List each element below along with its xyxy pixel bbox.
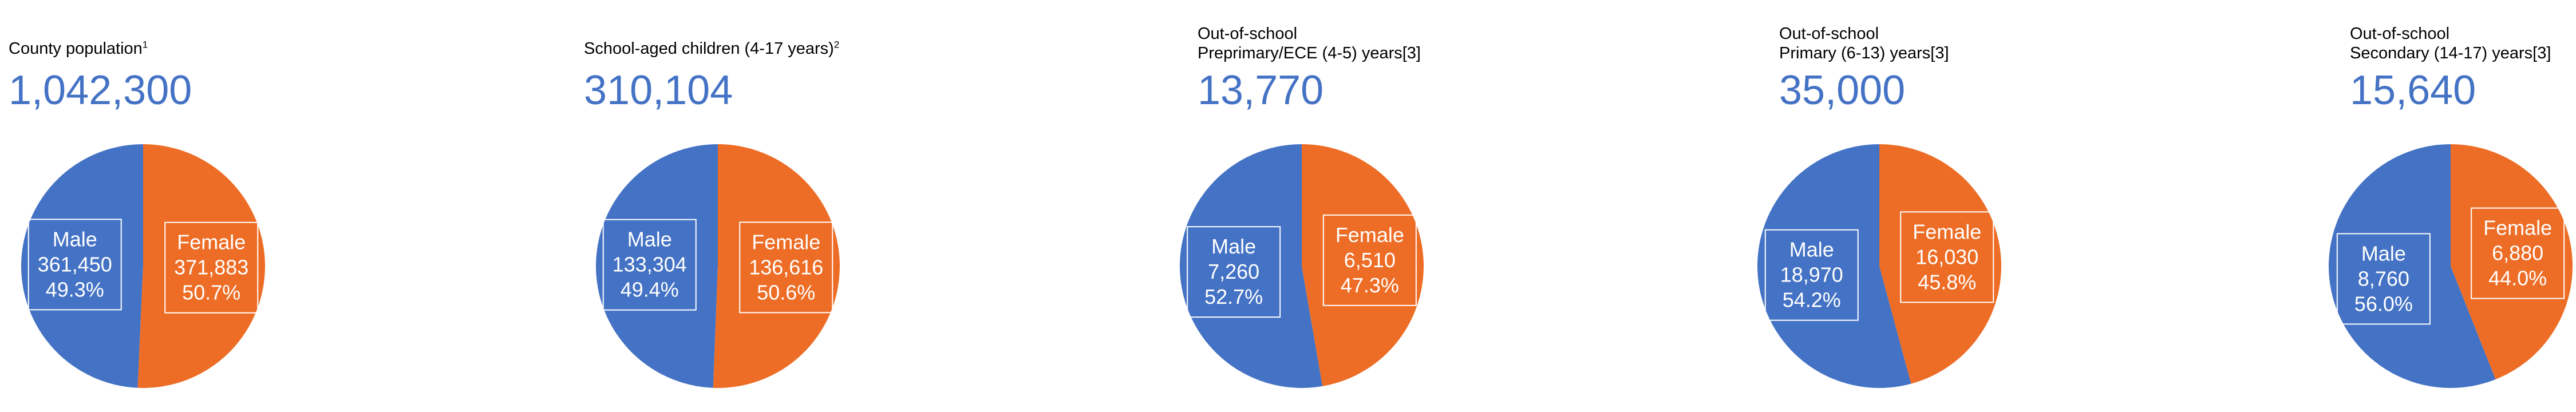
slice-label-value-label: 6,880 xyxy=(2492,241,2543,265)
chart-title: Out-of-school Preprimary/ECE (4-5) years[… xyxy=(1198,24,1421,63)
slice-label-box xyxy=(739,221,833,314)
slice-label-value-label: 7,260 xyxy=(1208,260,1259,283)
total-value: 310,104 xyxy=(584,68,733,113)
slice-label-name: Male xyxy=(2361,241,2406,265)
chart-title-line: Secondary (14-17) years[3] xyxy=(2350,44,2551,62)
slice-label-value-label: 16,030 xyxy=(1915,245,1978,268)
pie-slice-male xyxy=(21,144,143,388)
slice-label-value-label: 8,760 xyxy=(2358,267,2409,290)
slice-label-name: Female xyxy=(1913,220,1981,243)
slice-label-box xyxy=(1900,211,1994,303)
chart-title-line: Out-of-school xyxy=(1198,25,1298,43)
pie-slice-female xyxy=(2451,144,2573,379)
pie-slice-female xyxy=(137,144,266,388)
chart-title: School-aged children (4-17 years)2 xyxy=(584,39,839,58)
slice-label-name: Male xyxy=(1789,238,1834,262)
slice-label-percent: 50.7% xyxy=(182,281,240,304)
pie-slice-female xyxy=(713,144,840,388)
slice-label-box xyxy=(2336,233,2431,325)
slice-label-box xyxy=(602,219,697,311)
slice-label-value-label: 6,510 xyxy=(1344,248,1396,272)
pie-slice-male xyxy=(595,144,718,388)
total-value: 13,770 xyxy=(1198,68,1324,113)
slice-label-name: Female xyxy=(2483,216,2552,240)
slice-label-percent: 54.2% xyxy=(1783,288,1841,312)
slice-label-box xyxy=(2471,207,2565,299)
slice-label-value-label: 133,304 xyxy=(613,253,687,276)
pie-slice-male xyxy=(1757,144,1911,388)
slice-label-box xyxy=(1187,226,1281,318)
total-value: 1,042,300 xyxy=(9,68,192,113)
slice-label-name: Male xyxy=(1211,235,1256,258)
slice-label-percent: 47.3% xyxy=(1341,274,1399,297)
chart-title-line: Preprimary/ECE (4-5) years[3] xyxy=(1198,44,1421,62)
slice-label-percent: 52.7% xyxy=(1204,285,1263,308)
slice-label-value-label: 361,450 xyxy=(38,252,112,276)
chart-title-line: Out-of-school xyxy=(1779,25,1879,43)
chart-title-line: School-aged children (4-17 years)2 xyxy=(584,39,840,58)
chart-title-line: Out-of-school xyxy=(2350,25,2450,43)
total-value: 15,640 xyxy=(2350,68,2476,113)
pie-slice-female xyxy=(1879,144,2001,384)
slice-label-value-label: 136,616 xyxy=(749,255,823,279)
slice-label-name: Female xyxy=(752,230,820,253)
slice-label-name: Male xyxy=(627,228,672,251)
slice-label-value-label: 18,970 xyxy=(1780,263,1843,287)
slice-label-percent: 45.8% xyxy=(1918,270,1976,294)
pie-slice-male xyxy=(2329,144,2496,388)
slice-label-box xyxy=(1322,214,1417,306)
total-value: 35,000 xyxy=(1779,68,1906,113)
title-footnote-marker: 1 xyxy=(142,39,148,50)
slice-label-box xyxy=(164,221,259,314)
title-footnote-marker: 2 xyxy=(833,39,840,50)
chart-title-line: County population1 xyxy=(9,39,148,58)
chart-title: Out-of-school Secondary (14-17) years[3] xyxy=(2350,24,2551,63)
slice-label-value-label: 371,883 xyxy=(174,256,248,279)
slice-label-box xyxy=(1764,229,1859,321)
slice-label-percent: 49.4% xyxy=(621,278,679,302)
slice-label-percent: 50.6% xyxy=(757,280,815,304)
chart-title: County population1 xyxy=(9,39,148,58)
chart-title-line: Primary (6-13) years[3] xyxy=(1779,44,1949,62)
slice-label-percent: 56.0% xyxy=(2354,292,2413,315)
slice-label-box xyxy=(27,219,122,311)
slice-label-name: Female xyxy=(1336,223,1404,247)
slice-label-name: Male xyxy=(53,227,97,251)
slice-label-name: Female xyxy=(177,231,246,254)
pie-slice-male xyxy=(1180,144,1323,388)
pie-slice-female xyxy=(1302,144,1424,386)
chart-title: Out-of-school Primary (6-13) years[3] xyxy=(1779,24,1949,63)
slice-label-percent: 49.3% xyxy=(46,278,104,301)
slice-label-percent: 44.0% xyxy=(2488,267,2547,290)
